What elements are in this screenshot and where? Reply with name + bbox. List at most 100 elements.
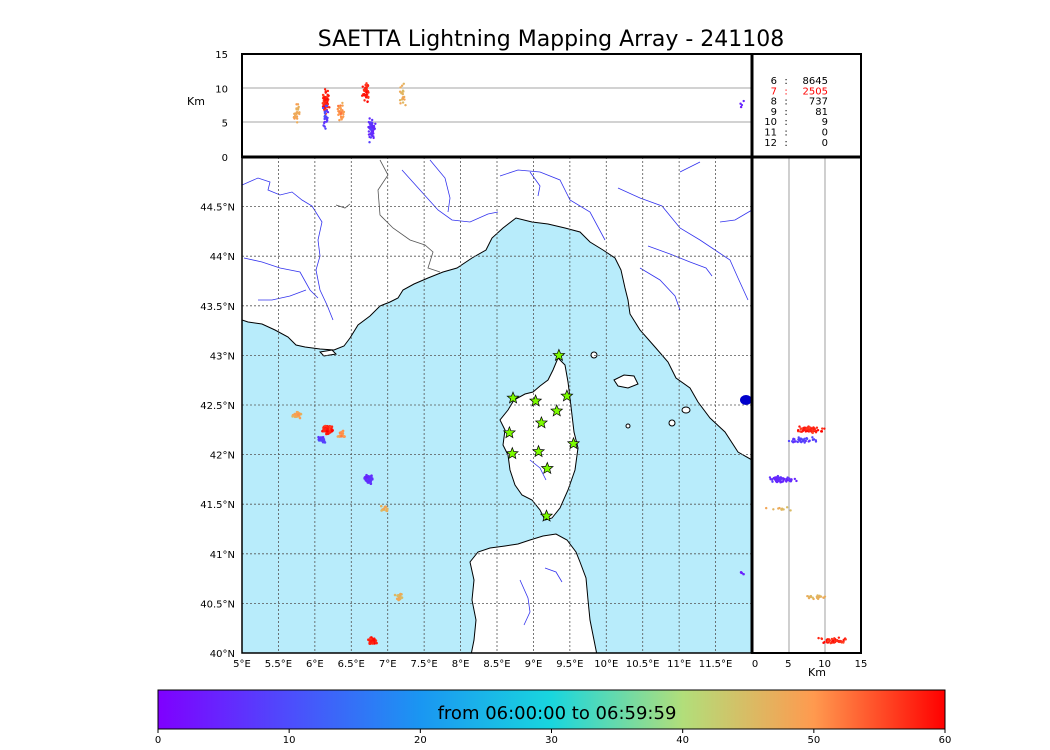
lightning-source-altitude [822,641,825,645]
lightning-source-altitude [367,125,370,129]
stats-hour-label: 10 [764,117,777,128]
map-x-tick-label: 10.5°E [626,659,660,670]
lightning-source-altitude [809,595,813,599]
stats-hour-label: 8 [771,97,777,108]
stats-separator: : [784,117,787,128]
lightning-source-altitude [807,440,810,443]
lightning-source [338,431,342,435]
lightning-source-altitude [816,595,819,599]
lightning-source-altitude [771,480,774,483]
lightning-source-altitude [830,637,834,641]
station-star-marker [539,509,554,522]
lightning-source-altitude [363,92,366,96]
lightning-source-altitude [323,117,326,121]
lightning-source-altitude [842,638,845,641]
lightning-source-altitude [341,116,344,119]
map-y-ticks: 40°N 40.5°N 41°N 41.5°N 42°N 42.5°N 43°N 43.5°N… [200,203,235,660]
lightning-source-altitude [323,115,326,118]
lightning-source-altitude [823,427,826,430]
lightning-source-altitude [338,118,341,122]
map-y-tick-label: 44°N [210,252,235,263]
colorbar-tick-label: 20 [414,735,427,746]
lightning-source-altitude [774,476,778,479]
lightning-source [321,435,325,439]
map-x-tick-label: 9°E [525,659,543,670]
lightning-source-altitude [325,120,328,123]
lightning-source-altitude [789,509,792,512]
lightning-source-altitude [321,101,324,105]
stats-frame [751,53,862,158]
lightning-source-altitude [398,90,402,93]
lightning-source [343,435,346,438]
station-star-marker [550,404,564,417]
right-xlabel: Km [808,666,826,679]
top-y-tick-label: 15 [215,50,228,61]
lightning-source [340,434,343,438]
lightning-source-altitude [807,596,811,600]
map-x-tick-label: 7.5°E [411,659,438,670]
top-lightning-sources [292,82,745,144]
station-star-marker [560,389,574,402]
lightning-source-altitude [820,430,824,433]
colorbar: from 06:00:00 to 06:59:59 0 10 20 30 40 50 60 [155,689,951,746]
lightning-source-altitude [821,427,824,430]
lightning-source-altitude [811,431,815,435]
map-y-tick-label: 42.5°N [200,401,235,412]
lightning-source [396,594,399,597]
map-y-tick-label: 43.5°N [200,302,235,313]
stats-separator: : [784,107,787,118]
lightning-source-altitude [811,438,815,442]
right-panel-bg [752,157,861,653]
lightning-source-altitude [837,636,841,639]
lightning-source-altitude [788,477,791,480]
stats-hour-label: 6 [771,76,777,87]
lightning-source-altitude [399,86,402,89]
station-star-marker [531,444,546,458]
station-star-marker [566,436,581,450]
lightning-source-altitude [764,506,768,510]
lightning-source-altitude [365,82,368,85]
lightning-source [297,413,300,416]
lightning-source-altitude [809,430,813,433]
station-star-marker [540,461,554,475]
map-x-tick-label: 9.5°E [556,659,583,670]
map-x-tick-label: 6.5°E [338,659,365,670]
corsica-land [499,357,579,521]
lightning-source [321,440,325,444]
stats-count: 737 [809,97,828,108]
stats-separator: : [784,86,787,97]
lightning-source-altitude [324,102,327,105]
lightning-source [330,429,334,433]
stats-hour-label: 12 [764,138,777,149]
lightning-source-altitude [366,100,369,103]
station-star-marker [528,394,543,407]
lightning-source-altitude [811,596,814,599]
lightning-source-altitude [739,105,743,109]
map-lightning-sources [291,410,745,645]
lightning-source-altitude [296,103,300,106]
lightning-source-altitude [793,440,796,443]
lightning-source-altitude [342,112,345,116]
map-x-ticks: 5°E 5.5°E 6°E 6.5°E 7°E 7.5°E 8°E 8.5°E 9°E 9.5°E… [233,659,732,670]
map-y-tick-label: 41.5°N [200,500,235,511]
mainland-land [242,157,752,461]
elba-island [613,374,639,389]
lightning-source-altitude [779,481,782,484]
right-x-tick-label: 15 [855,659,868,670]
lightning-source-altitude [785,480,788,483]
top-altitude-panel [242,54,752,157]
lightning-source-altitude [401,101,405,104]
lightning-source-altitude [808,426,811,430]
giannutri-island [668,419,676,427]
lightning-source-altitude [840,641,843,644]
lightning-source [380,509,383,512]
lma-stations [502,348,581,522]
lightning-source [322,437,326,441]
lightning-source-altitude [807,428,811,432]
station-star-marker [534,415,549,429]
lightning-source [341,430,344,433]
lightning-source-altitude [324,98,327,102]
map-panel [242,157,752,653]
map-y-tick-label: 41°N [210,550,235,561]
